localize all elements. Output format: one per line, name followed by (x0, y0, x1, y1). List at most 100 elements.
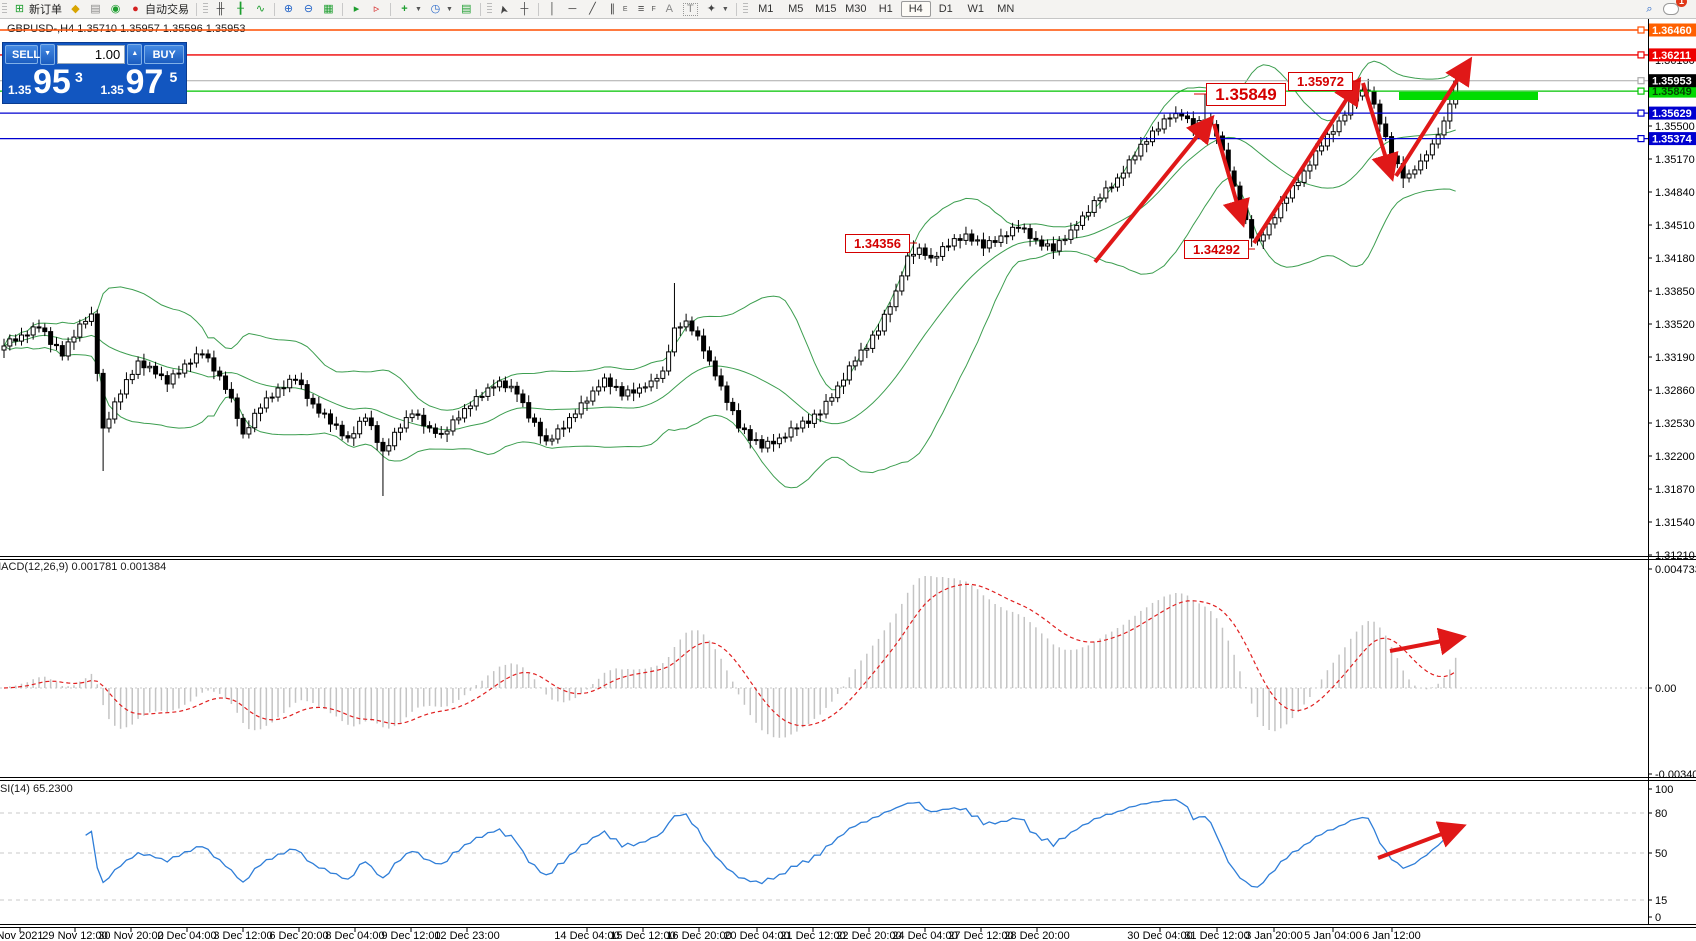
price-tick-label: 1.35500 (1655, 121, 1695, 133)
search-icon: ⌕ (1646, 2, 1653, 15)
notifications-button[interactable]: 1 (1660, 0, 1687, 17)
periods-button[interactable]: ◷ ▼ (426, 1, 456, 17)
search-button[interactable]: ⌕ (1640, 1, 1659, 17)
volume-decrease-button[interactable]: ▼ (40, 44, 56, 65)
rsi-tick-label: 80 (1655, 808, 1667, 820)
trendline-icon: ╱ (589, 2, 596, 15)
vertical-line-button[interactable]: │ (543, 1, 562, 17)
signals-button[interactable]: ◉ (106, 1, 125, 17)
trendline-button[interactable]: ╱ (583, 1, 602, 17)
sell-button[interactable]: SELL (5, 45, 40, 64)
time-tick-label: 12 Dec 23:00 (434, 930, 499, 941)
rsi-tick-label: 100 (1655, 784, 1673, 796)
price-annotation: 1.35972 (1288, 72, 1353, 91)
zoom-in-button[interactable]: ⊕ (279, 1, 298, 17)
price-line-label: 1.35374 (1652, 134, 1693, 146)
indicators-button[interactable]: + ▼ (395, 1, 425, 17)
timeframe-m15[interactable]: M15 (815, 3, 837, 15)
toolbar-grip[interactable] (486, 3, 492, 15)
volume-increase-button[interactable]: ▲ (127, 44, 143, 65)
price-axis: 1.36160 1.35500 1.35170 1.34840 1.34510 1.341… (1648, 23, 1696, 562)
price-tick-label: 1.31870 (1655, 484, 1695, 496)
macd-signal-line (3, 583, 1456, 727)
sell-price-big: 95 (33, 63, 71, 101)
price-line-label: 1.36460 (1652, 25, 1692, 37)
fibonacci-button[interactable]: ≡ F (632, 1, 659, 17)
timeframe-mn[interactable]: MN (997, 3, 1015, 15)
macd-histogram (9, 576, 1457, 738)
volume-input[interactable] (57, 45, 126, 64)
toolbar-grip[interactable] (203, 3, 208, 15)
toolbar-grip[interactable] (742, 3, 748, 15)
price-chart: 1.361601.355001.351701.348401.345101.341… (0, 18, 1696, 941)
candlestick-icon: ╂ (237, 2, 244, 15)
rsi-tick-label: 15 (1655, 895, 1667, 907)
timeframe-m30[interactable]: M30 (845, 3, 867, 15)
time-tick-label: 8 Dec 04:00 (325, 930, 384, 941)
time-tick-label: 20 Dec 04:00 (724, 930, 789, 941)
price-line-label: 1.36211 (1652, 50, 1691, 62)
tile-windows-button[interactable]: ▦ (319, 1, 338, 17)
buy-price-small: 1.35 (100, 83, 124, 97)
timeframe-m1[interactable]: M1 (758, 3, 774, 15)
timeframe-h1[interactable]: H1 (878, 3, 893, 15)
time-tick-label: 30 Dec 04:00 (1127, 930, 1192, 941)
price-tick-label: 1.31210 (1655, 550, 1695, 562)
crosshair-button[interactable]: ┼ (515, 1, 534, 17)
new-order-icon: ⊞ (14, 2, 25, 15)
sell-price-small: 1.35 (8, 83, 32, 97)
text-button[interactable]: A (660, 1, 679, 17)
auto-trading-button[interactable]: ● 自动交易 (126, 1, 192, 17)
price-line-label: 1.35953 (1652, 76, 1692, 88)
chart-canvas[interactable]: GBPUSD-,H4 1.35710 1.35957 1.35596 1.359… (0, 18, 1696, 941)
chart-shift-button[interactable]: ▹ (367, 1, 386, 17)
templates-button[interactable]: ▤ (457, 1, 476, 17)
cursor-button[interactable]: ➤ (495, 1, 514, 17)
channel-button[interactable]: ∥ E (603, 1, 631, 17)
time-tick-label: 15 Dec 12:00 (610, 930, 675, 941)
cursor-icon: ➤ (496, 3, 511, 16)
rsi-line (85, 798, 1457, 888)
auto-scroll-button[interactable]: ▸ (347, 1, 366, 17)
chevron-down-icon: ▼ (415, 5, 422, 13)
chevron-down-icon: ▼ (445, 5, 453, 13)
indicators-icon: + (401, 2, 408, 15)
candlestick-button[interactable]: ╂ (231, 1, 250, 17)
timeframe-w1[interactable]: W1 (967, 3, 985, 15)
price-annotation: 1.34292 (1184, 240, 1249, 259)
new-order-button[interactable]: ⊞ 新订单 (10, 1, 65, 17)
horizontal-line-button[interactable]: ─ (563, 1, 582, 17)
label-icon: T (682, 2, 698, 16)
buy-price[interactable]: 1.35 97 5 (95, 63, 186, 103)
buy-price-frac: 5 (169, 69, 178, 85)
auto-scroll-icon: ▸ (353, 2, 360, 15)
price-tick-label: 1.32860 (1655, 385, 1695, 397)
text-icon: A (665, 2, 673, 15)
sell-price[interactable]: 1.35 95 3 (3, 63, 94, 103)
timeframe-m5[interactable]: M5 (788, 3, 804, 15)
zoom-out-button[interactable]: ⊖ (299, 1, 318, 17)
arrows-icon: ✦ (706, 2, 716, 15)
gold-button[interactable]: ◆ (66, 1, 85, 17)
chat-icon (1663, 3, 1679, 15)
toolbar-grip[interactable] (2, 3, 7, 15)
publish-chart-button[interactable]: ▤ (86, 1, 105, 17)
timeframe-d1[interactable]: D1 (938, 3, 953, 15)
green-zone (1399, 92, 1538, 100)
timeframe-bar: M1 M5 M15 M30 H1 H4 D1 W1 MN (751, 1, 1021, 17)
bar-chart-button[interactable]: ╫ (211, 1, 230, 17)
line-chart-button[interactable]: ∿ (251, 1, 270, 17)
buy-button[interactable]: BUY (144, 45, 184, 64)
zoom-out-icon: ⊖ (303, 2, 314, 15)
timeframe-h4[interactable]: H4 (900, 1, 931, 17)
bollinger-bands (3, 60, 1457, 489)
arrows-tool-button[interactable]: ✦ ▼ (702, 1, 732, 17)
time-tick-label: Nov 2021 (0, 930, 44, 941)
time-tick-label: 30 Nov 20:00 (98, 930, 163, 941)
tile-windows-icon: ▦ (323, 2, 334, 15)
auto-trading-icon: ● (132, 2, 139, 15)
price-line-label: 1.35849 (1652, 86, 1692, 98)
trend-arrows (1093, 56, 1473, 860)
text-label-button[interactable]: T (680, 1, 701, 17)
